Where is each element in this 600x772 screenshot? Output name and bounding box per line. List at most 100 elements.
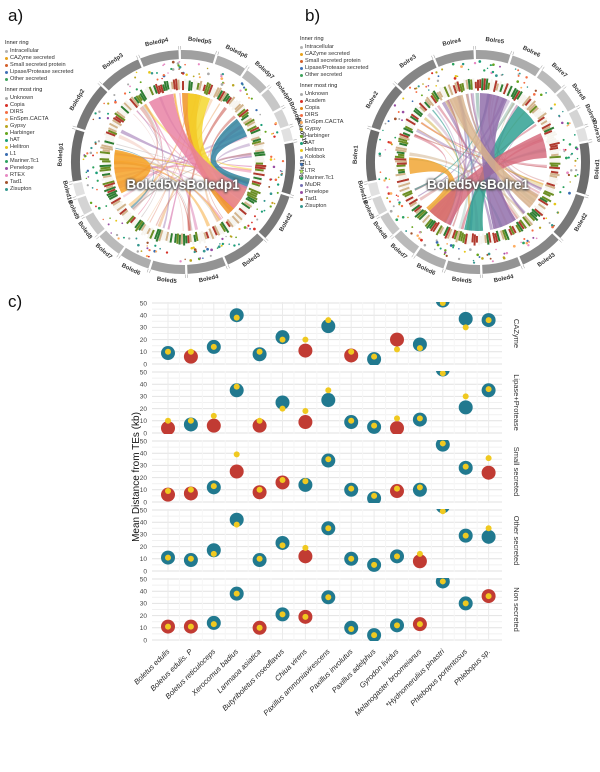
circos-plot-b: Bolre1 Bolre2 Bolre3 Bolre4 Bolre5 Bolre6 Bolr… (353, 37, 600, 285)
synteny-chord (146, 98, 213, 222)
chromosome-segment (519, 233, 559, 265)
legend-item: Helitron (5, 144, 101, 151)
legend-item-label: Harbinger (305, 133, 330, 139)
legend-color-dot (300, 163, 303, 166)
data-point-accent (439, 371, 446, 377)
chromosome-label: Bolre1 (353, 145, 360, 165)
legend-color-dot (300, 128, 303, 131)
chromosome-label: Boledp1 (58, 142, 65, 167)
chromosome-segment (397, 59, 437, 91)
data-point-main (481, 465, 496, 480)
data-point-accent (439, 509, 446, 515)
y-tick-label: 30 (140, 463, 148, 470)
data-point-accent (233, 314, 240, 321)
legend-item: DIRS (300, 112, 396, 119)
chromosome-segment (509, 55, 541, 77)
data-point-accent (485, 525, 492, 532)
y-tick-label: 20 (140, 406, 148, 413)
y-tick-label: 30 (140, 601, 148, 608)
y-tick-label: 10 (140, 556, 148, 563)
data-point-accent (371, 492, 378, 499)
panel-b-inner-ring-title: Inner ring (300, 36, 324, 42)
legend-item: EnSpm.CACTA (5, 116, 101, 123)
synteny-chord (429, 133, 547, 226)
legend-item: RTEX (5, 172, 101, 179)
y-tick-label: 0 (143, 361, 147, 368)
chromosome-label: Boled6 (415, 263, 436, 277)
te-dot-ring (82, 60, 285, 263)
y-tick-label: 10 (140, 349, 148, 356)
chromosome-segment (281, 142, 295, 195)
legend-item: L1 (300, 161, 396, 168)
chromosome-label: Boled6 (120, 263, 141, 277)
facet-label: Lipase+Protease (512, 374, 521, 431)
legend-item: DIRS (5, 109, 101, 116)
legend-color-dot (5, 160, 8, 163)
legend-item: Intracellular (300, 44, 396, 51)
data-point-main (183, 349, 198, 364)
chromosome-segment (482, 257, 521, 274)
legend-item-label: Helitron (305, 147, 325, 153)
y-tick-label: 30 (140, 325, 148, 332)
data-point-accent (416, 415, 423, 422)
data-point-accent (394, 485, 400, 492)
legend-item-label: Penelope (305, 189, 329, 195)
facet-label: CAZyme (512, 319, 521, 348)
synteny-chord (157, 103, 221, 228)
legend-item-label: Penelope (10, 165, 34, 171)
data-point-main (229, 464, 244, 479)
legend-item-label: CAZyme secreted (10, 55, 55, 61)
data-point-main (344, 348, 359, 363)
legend-item: MuDR (300, 182, 396, 189)
y-tick-label: 40 (140, 589, 148, 596)
legend-item-label: Tad1 (10, 179, 23, 185)
panel-b-inner-most-title: Inner most ring (300, 83, 338, 89)
legend-item-label: EnSpm.CACTA (10, 116, 49, 122)
legend-item-label: Gypsy (10, 123, 26, 129)
y-tick-label: 40 (140, 382, 148, 389)
y-tick-label: 40 (140, 520, 148, 527)
legend-color-dot (300, 100, 303, 103)
chromosome-label: Boled1 (299, 158, 306, 179)
chromosome-segment (140, 50, 179, 67)
legend-item: Tad1 (300, 196, 396, 203)
legend-item: Zisupton (5, 186, 101, 193)
legend-item: Gypsy (5, 123, 101, 130)
data-point-accent (325, 594, 332, 601)
legend-item: Copia (5, 102, 101, 109)
y-tick-label: 20 (140, 337, 148, 344)
y-tick-label: 0 (143, 637, 147, 644)
legend-item-label: Helitron (10, 144, 30, 150)
data-point-main (252, 418, 267, 433)
y-tick-label: 30 (140, 394, 148, 401)
legend-item: EnSpm.CACTA (300, 119, 396, 126)
legend-item-label: DIRS (10, 109, 24, 115)
synteny-chord (118, 134, 184, 231)
data-point-main (206, 418, 221, 433)
legend-color-dot (300, 142, 303, 145)
chromosome-label: Bolre2 (365, 90, 380, 110)
y-tick-label: 10 (140, 418, 148, 425)
data-point-accent (462, 532, 469, 539)
chromosome-label: Boledp2 (69, 88, 86, 112)
chromosome-segment (150, 260, 186, 275)
chromosome-segment (368, 182, 380, 197)
legend-color-dot (300, 67, 303, 70)
panel-a-inner-ring-title: Inner ring (5, 40, 29, 46)
legend-item: Harbinger (5, 130, 101, 137)
legend-color-dot (300, 74, 303, 77)
legend-color-dot (5, 153, 8, 156)
data-point-accent (325, 317, 332, 324)
chromosome-label: Boled1 (594, 158, 600, 179)
data-point-main (321, 319, 336, 334)
legend-color-dot (300, 135, 303, 138)
data-point-accent (187, 348, 194, 355)
legend-item-label: Mariner.Tc1 (10, 158, 39, 164)
facet-label: Non secreted (512, 587, 521, 632)
legend-color-dot (5, 111, 8, 114)
legend-item-label: Zisupton (10, 186, 32, 192)
data-point-main (206, 543, 221, 558)
y-tick-label: 50 (140, 300, 148, 307)
facet-panel (152, 302, 502, 365)
